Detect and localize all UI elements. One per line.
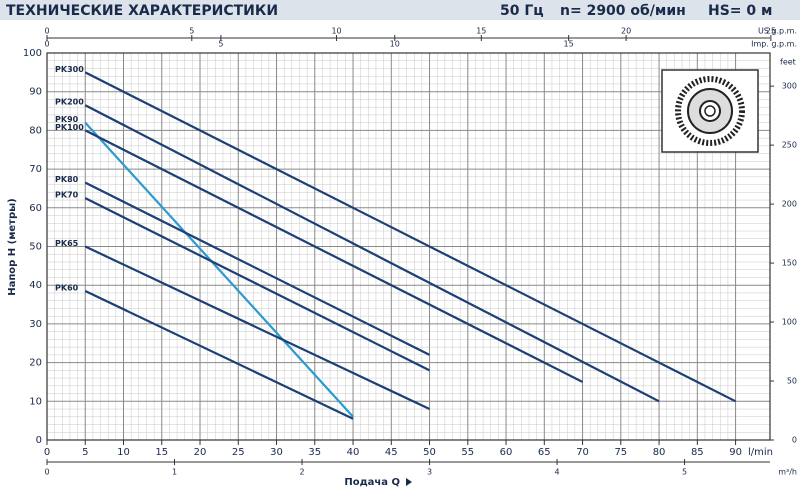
series-line	[84, 104, 660, 403]
y-axis-label: Напор Н (метры)	[7, 198, 18, 295]
series-line	[84, 181, 431, 356]
x-tick-label: 55	[461, 447, 474, 458]
secondary-axis-label: m³/h	[778, 468, 797, 477]
series-label: PK70	[55, 191, 79, 200]
x-tick-label: 10	[117, 447, 130, 458]
secondary-tick-label: 5	[682, 468, 687, 477]
series-line	[84, 197, 431, 372]
series-line	[84, 290, 354, 420]
secondary-tick-label: 10	[331, 27, 341, 36]
x-tick-label: 45	[385, 447, 398, 458]
secondary-tick-label: 20	[621, 27, 631, 36]
x-tick-label: 60	[500, 447, 513, 458]
x-tick-label: 70	[576, 447, 589, 458]
series-line	[84, 129, 584, 383]
y-tick-label: 20	[29, 358, 42, 369]
y-tick-label: 90	[29, 87, 42, 98]
secondary-axis-label: US g.p.m.	[758, 27, 797, 36]
x-tick-label: 30	[270, 447, 283, 458]
y-tick-label: 80	[29, 125, 42, 136]
x-tick-label: 80	[653, 447, 666, 458]
secondary-tick-label: 25	[766, 27, 776, 36]
impeller-image	[661, 69, 759, 153]
series-line	[84, 71, 737, 403]
secondary-tick-label: 200	[782, 200, 797, 209]
header-item: 50 Гц	[500, 3, 544, 19]
y-tick-label: 60	[29, 203, 42, 214]
secondary-tick-label: 0	[44, 468, 49, 477]
x-tick-label: 25	[232, 447, 245, 458]
series-line	[84, 121, 354, 418]
x-axis-label: Подача Q	[344, 477, 400, 488]
x-unit: l/min	[748, 447, 773, 458]
secondary-axis-label: feet	[780, 58, 796, 67]
secondary-tick-label: 0	[44, 27, 49, 36]
y-tick-label: 100	[23, 48, 42, 59]
y-tick-label: 10	[29, 396, 42, 407]
secondary-tick-label: 5	[189, 27, 194, 36]
x-tick-label: 0	[44, 447, 50, 458]
y-tick-label: 40	[29, 280, 42, 291]
y-tick-label: 50	[29, 242, 42, 253]
secondary-tick-label: 0	[44, 40, 49, 49]
x-tick-label: 40	[347, 447, 360, 458]
secondary-tick-label: 1	[172, 468, 177, 477]
secondary-tick-label: 100	[782, 318, 797, 327]
secondary-tick-label: 15	[476, 27, 486, 36]
x-tick-label: 65	[538, 447, 551, 458]
secondary-tick-label: 15	[564, 40, 574, 49]
x-tick-label: 90	[729, 447, 742, 458]
secondary-tick-label: 50	[787, 377, 797, 386]
secondary-tick-label: 250	[782, 141, 797, 150]
plot-frame	[46, 52, 771, 441]
x-tick-label: 20	[194, 447, 207, 458]
arrow-icon	[406, 478, 412, 486]
series-label: PK100	[55, 123, 84, 132]
x-tick-label: 5	[82, 447, 88, 458]
x-tick-label: 75	[614, 447, 627, 458]
series-label: PK65	[55, 239, 79, 248]
y-tick-label: 0	[36, 435, 42, 446]
series-label: PK80	[55, 175, 79, 184]
header-item: HS= 0 м	[708, 3, 772, 19]
header-bar	[0, 0, 800, 20]
secondary-tick-label: 0	[792, 436, 797, 445]
secondary-axis-label: Imp. g.p.m.	[751, 40, 797, 49]
secondary-tick-label: 3	[427, 468, 432, 477]
series-line	[84, 245, 431, 411]
secondary-tick-label: 10	[390, 40, 400, 49]
series-label: PK90	[55, 115, 79, 124]
series-label: PK200	[55, 98, 84, 107]
series-label: PK300	[55, 65, 84, 74]
x-tick-label: 50	[423, 447, 436, 458]
x-tick-label: 15	[155, 447, 168, 458]
secondary-tick-label: 5	[218, 40, 223, 49]
y-tick-label: 30	[29, 319, 42, 330]
secondary-tick-label: 150	[782, 259, 797, 268]
secondary-tick-label: 2	[299, 468, 304, 477]
header-item: n= 2900 об/мин	[560, 3, 686, 19]
series-label: PK60	[55, 284, 79, 293]
secondary-tick-label: 4	[555, 468, 560, 477]
chart-title: ТЕХНИЧЕСКИЕ ХАРАКТЕРИСТИКИ	[6, 3, 278, 19]
x-tick-label: 85	[691, 447, 704, 458]
y-tick-label: 70	[29, 164, 42, 175]
x-tick-label: 35	[308, 447, 321, 458]
secondary-tick-label: 300	[782, 82, 797, 91]
